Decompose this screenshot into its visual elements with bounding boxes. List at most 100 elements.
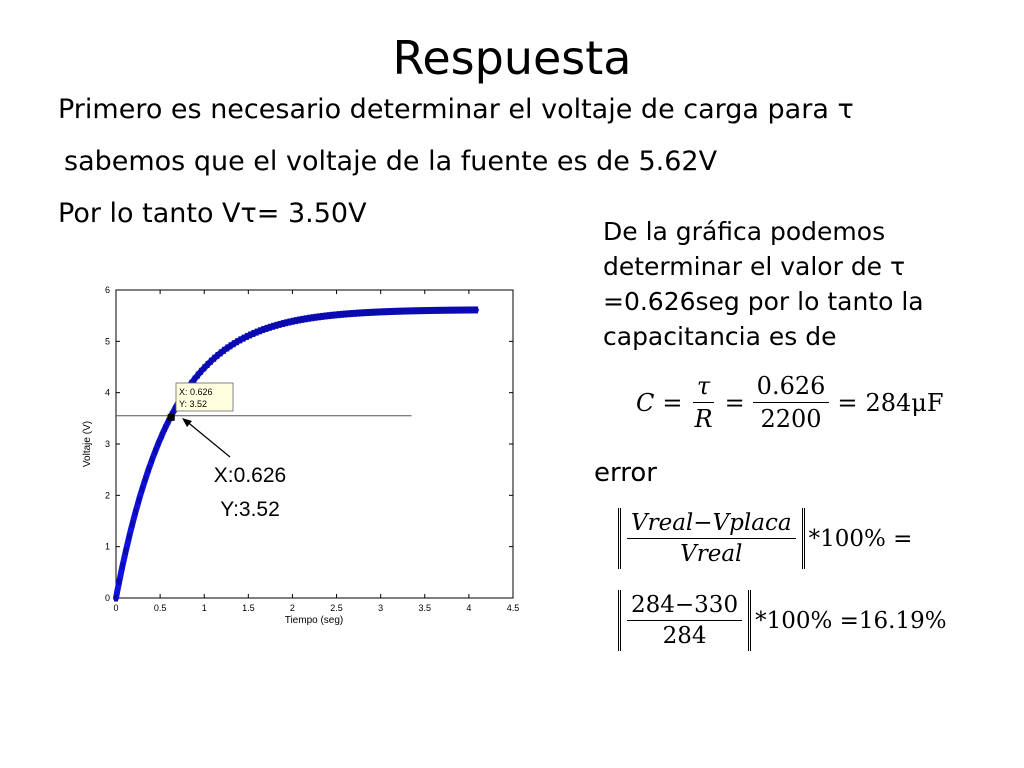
- data-point: [117, 577, 122, 585]
- slide-title: Respuesta: [392, 31, 632, 85]
- tau-symbol: τ: [692, 372, 715, 403]
- data-point: [326, 312, 331, 320]
- data-tip-y: Y: 3.52: [179, 399, 207, 409]
- err2-num: 284−330: [627, 592, 743, 621]
- norm-1-fraction: Vreal−Vplaca Vreal: [627, 510, 796, 567]
- x-tick-label: 3.5: [419, 603, 432, 613]
- data-point: [464, 306, 469, 314]
- data-point: [398, 307, 403, 315]
- data-point: [460, 306, 465, 314]
- data-point: [280, 320, 285, 328]
- err1-tail: *100% =: [808, 525, 913, 552]
- data-point: [320, 312, 325, 320]
- annotation-arrow: [184, 419, 231, 458]
- data-point: [195, 371, 200, 379]
- data-point: [244, 332, 249, 340]
- data-point: [444, 306, 449, 314]
- data-point: [421, 307, 426, 315]
- data-point: [424, 307, 429, 315]
- x-tick-label: 2.5: [330, 603, 343, 613]
- data-point: [451, 306, 456, 314]
- data-point: [356, 309, 361, 317]
- data-point: [333, 311, 338, 319]
- data-point: [388, 307, 393, 315]
- x-tick-label: 1: [202, 603, 207, 613]
- data-point: [392, 307, 397, 315]
- x-tick-label: 3: [378, 603, 383, 613]
- eq-equals-1: =: [662, 388, 683, 417]
- err2-den: 284: [662, 623, 707, 649]
- x-tick-label: 1.5: [242, 603, 255, 613]
- data-point: [428, 306, 433, 314]
- data-point: [310, 314, 315, 322]
- data-point: [395, 307, 400, 315]
- tau-over-r: τ R: [690, 372, 716, 433]
- data-point: [336, 311, 341, 319]
- data-point: [225, 344, 230, 352]
- data-point: [136, 496, 141, 504]
- data-point: [251, 329, 256, 337]
- data-point: [130, 520, 135, 528]
- data-point: [352, 309, 357, 317]
- data-point: [248, 331, 253, 339]
- norm-2-fraction: 284−330 284: [627, 592, 743, 649]
- data-point: [385, 308, 390, 316]
- data-point: [127, 533, 132, 541]
- annotation-arrowhead: [182, 418, 192, 427]
- data-point: [238, 336, 243, 344]
- data-point: [149, 456, 154, 464]
- data-point: [359, 309, 364, 317]
- data-point: [431, 306, 436, 314]
- err2-tail: *100% =16.19%: [755, 607, 947, 634]
- r-symbol: R: [694, 405, 713, 433]
- data-point: [284, 319, 289, 327]
- data-point: [146, 465, 151, 473]
- data-point: [235, 338, 240, 346]
- data-point: [215, 351, 220, 359]
- error-equation-2: 284−330 284 *100% =16.19%: [618, 590, 947, 651]
- data-point: [290, 317, 295, 325]
- data-point: [303, 315, 308, 323]
- data-point: [261, 326, 266, 334]
- data-point: [287, 318, 292, 326]
- data-point: [362, 309, 367, 317]
- data-point: [277, 320, 282, 328]
- data-point: [202, 364, 207, 372]
- data-tip-box: [175, 382, 234, 412]
- error-equation-1: Vreal−Vplaca Vreal *100% =: [618, 508, 912, 569]
- value-num: 0.626: [752, 372, 830, 403]
- data-point: [415, 307, 420, 315]
- data-point: [123, 547, 128, 555]
- data-point: [316, 313, 321, 321]
- data-point: [346, 310, 351, 318]
- data-point: [401, 307, 406, 315]
- data-point: [153, 447, 158, 455]
- data-point: [218, 349, 223, 357]
- y-tick-label: 6: [105, 285, 110, 295]
- x-tick-label: 0: [113, 603, 118, 613]
- data-point: [192, 375, 197, 383]
- x-tick-label: 4.5: [507, 603, 520, 613]
- data-point: [313, 313, 318, 321]
- data-point: [382, 308, 387, 316]
- data-point: [159, 431, 164, 439]
- y-axis-label: Voltaje (V): [82, 421, 93, 467]
- data-cursor-marker: [167, 413, 175, 421]
- text-line-3: Por lo tanto Vτ= 3.50V: [58, 198, 367, 229]
- data-tip-x: X: 0.626: [179, 387, 213, 397]
- data-point: [297, 316, 302, 324]
- data-point: [365, 309, 370, 317]
- data-point: [457, 306, 462, 314]
- data-point: [172, 405, 177, 413]
- err1-num: Vreal−Vplaca: [627, 510, 796, 539]
- data-point: [437, 306, 442, 314]
- eq-c: C: [636, 388, 655, 417]
- data-point: [163, 424, 168, 432]
- data-point: [379, 308, 384, 316]
- data-point: [454, 306, 459, 314]
- y-tick-label: 0: [105, 593, 110, 603]
- data-point: [447, 306, 452, 314]
- data-point: [408, 307, 413, 315]
- data-point: [264, 324, 269, 332]
- data-point: [375, 308, 380, 316]
